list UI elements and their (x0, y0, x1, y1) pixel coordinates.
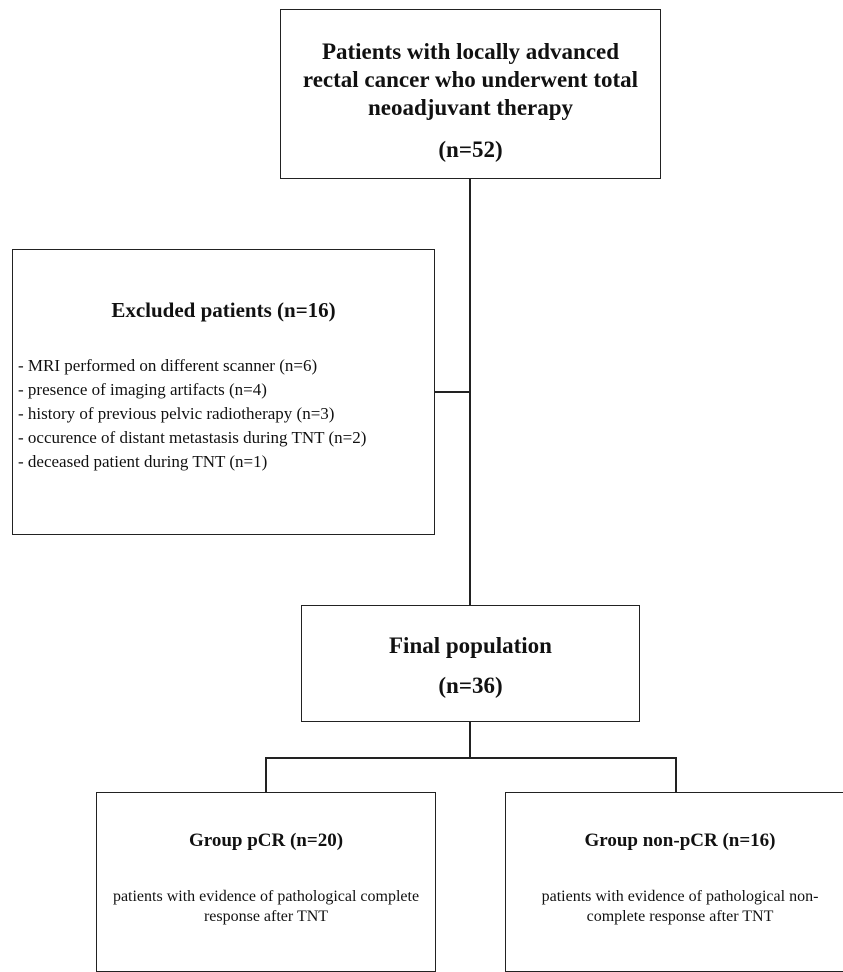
connector-split-horizontal (265, 757, 676, 759)
group-pcr-box: Group pCR (n=20) patients with evidence … (96, 792, 436, 972)
group-non-pcr-box: Group non-pCR (n=16) patients with evide… (505, 792, 843, 972)
exclusion-reason: - MRI performed on different scanner (n=… (18, 356, 318, 375)
final-population-box: Final population (n=36) (301, 605, 640, 722)
connector-to-pcr (265, 757, 267, 792)
group-non-pcr-description: patients with evidence of pathological n… (541, 888, 819, 925)
group-pcr-description: patients with evidence of pathological c… (112, 888, 420, 925)
initial-population-title: Patients with locally advanced rectal ca… (302, 39, 639, 120)
exclusion-reason: - presence of imaging artifacts (n=4) (18, 380, 267, 399)
group-pcr-title: Group pCR (n=20) (188, 830, 344, 851)
exclusion-reasons-list: - MRI performed on different scanner (n=… (18, 354, 366, 474)
excluded-patients-title: Excluded patients (n=16) (111, 298, 336, 322)
initial-population-box: Patients with locally advanced rectal ca… (280, 9, 661, 179)
connector-to-excluded (435, 391, 470, 393)
excluded-patients-box: Excluded patients (n=16) - MRI performed… (12, 249, 435, 535)
exclusion-reason: - history of previous pelvic radiotherap… (18, 404, 335, 423)
connector-final-down (469, 722, 471, 758)
exclusion-reason: - deceased patient during TNT (n=1) (18, 452, 268, 471)
connector-to-nonpcr (675, 757, 677, 792)
group-non-pcr-title: Group non-pCR (n=16) (584, 830, 776, 851)
final-population-title: Final population (389, 633, 552, 658)
initial-population-count: (n=52) (438, 137, 503, 162)
exclusion-reason: - occurence of distant metastasis during… (18, 428, 367, 447)
final-population-count: (n=36) (438, 673, 503, 698)
